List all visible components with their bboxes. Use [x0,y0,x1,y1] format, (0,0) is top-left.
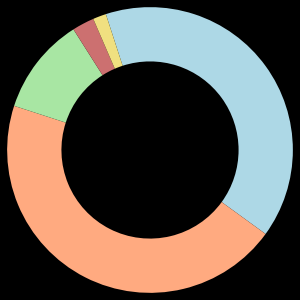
Wedge shape [7,106,266,293]
Wedge shape [93,14,123,69]
Wedge shape [106,7,293,234]
Wedge shape [74,19,115,75]
Wedge shape [14,29,103,123]
